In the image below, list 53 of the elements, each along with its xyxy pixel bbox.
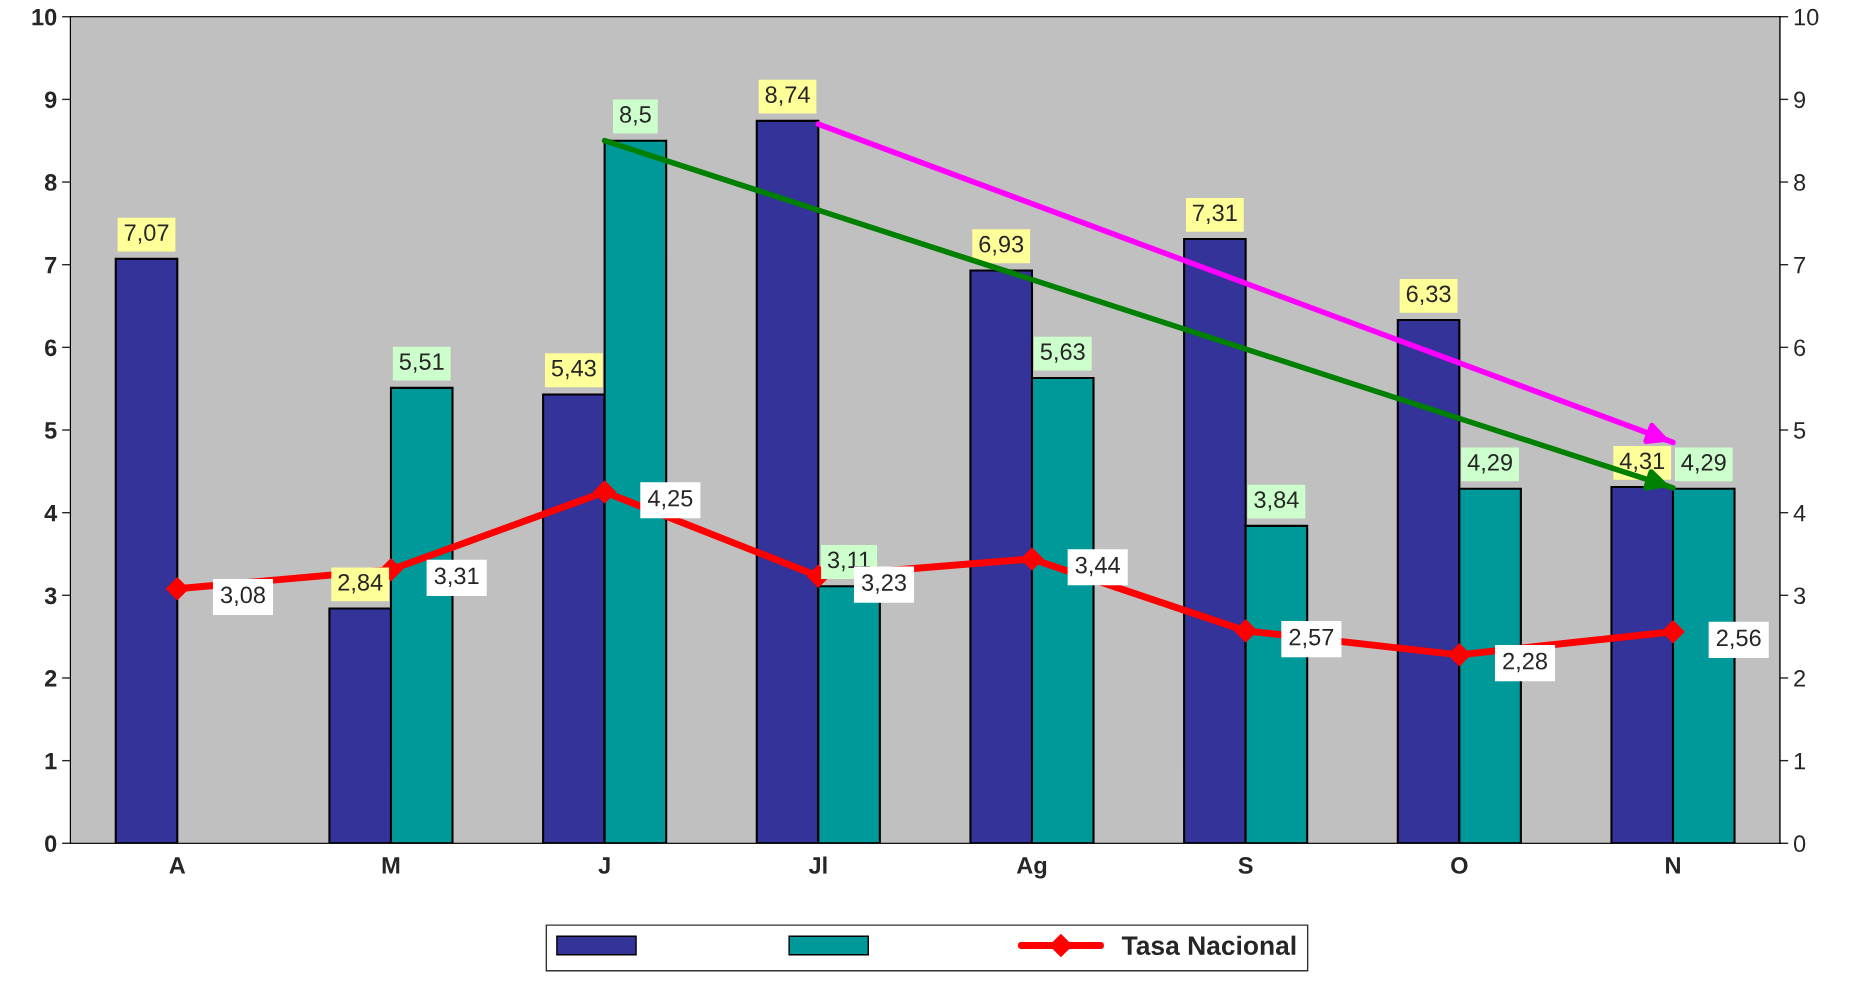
data-label: 6,93 (979, 235, 1024, 256)
y-tick-label: 2 (44, 670, 57, 687)
y2-tick-label: 2 (1794, 670, 1805, 687)
legend-label: Tasa Nacional (1121, 935, 1296, 956)
y2-tick-label: 6 (1794, 339, 1806, 357)
x-tick-label: O (1451, 857, 1468, 874)
data-label: 2,57 (1289, 628, 1334, 649)
y2-tick-label: 3 (1793, 587, 1806, 605)
data-label: 2,28 (1503, 652, 1547, 673)
y-tick-label: 5 (44, 422, 57, 439)
data-label: 8,74 (765, 86, 810, 106)
y-tick-label: 10 (32, 8, 57, 26)
data-label: 7,31 (1193, 204, 1237, 224)
y-tick-label: 0 (45, 835, 57, 853)
data-label: 2,56 (1716, 629, 1761, 650)
y2-tick-label: 1 (1794, 752, 1806, 770)
data-label: 5,63 (1040, 343, 1085, 363)
y2-tick-label: 8 (1794, 174, 1806, 191)
y-tick-label: 8 (44, 174, 57, 191)
data-label: 5,43 (551, 359, 596, 380)
data-label: 7,07 (124, 224, 169, 244)
y2-tick-label: 9 (1794, 91, 1806, 109)
data-label: 5,51 (399, 353, 444, 373)
data-label: 2,84 (338, 573, 383, 594)
x-tick-label: M (382, 857, 400, 874)
x-tick-label: J (598, 857, 610, 874)
y-tick-label: 3 (44, 587, 57, 605)
y2-tick-label: 7 (1794, 257, 1805, 274)
y2-tick-label: 0 (1793, 835, 1806, 853)
y-tick-label: 4 (44, 504, 58, 522)
y-tick-label: 6 (44, 339, 57, 357)
data-label: 3,23 (861, 574, 906, 594)
data-label: 3,84 (1254, 491, 1299, 511)
y-tick-label: 1 (45, 752, 57, 770)
data-label: 3,08 (220, 586, 265, 607)
data-label: 8,5 (620, 106, 651, 126)
y-tick-label: 7 (45, 257, 57, 274)
y2-tick-label: 5 (1793, 422, 1806, 439)
data-label: 4,31 (1619, 452, 1665, 472)
data-label: 3,44 (1075, 556, 1120, 577)
x-tick-label: A (169, 857, 186, 874)
data-label: 4,25 (647, 489, 693, 510)
x-tick-label: Jl (808, 856, 827, 874)
y2-tick-label: 4 (1793, 504, 1806, 522)
data-label: 3,31 (434, 567, 479, 588)
data-label: 4,29 (1467, 454, 1512, 474)
data-label: 6,33 (1406, 285, 1451, 305)
x-tick-label: N (1666, 857, 1680, 874)
data-label: 4,29 (1681, 454, 1726, 474)
x-tick-label: Ag (1016, 857, 1047, 879)
y-tick-label: 9 (44, 91, 57, 109)
x-tick-label: S (1238, 857, 1253, 874)
y2-tick-label: 10 (1794, 8, 1819, 26)
